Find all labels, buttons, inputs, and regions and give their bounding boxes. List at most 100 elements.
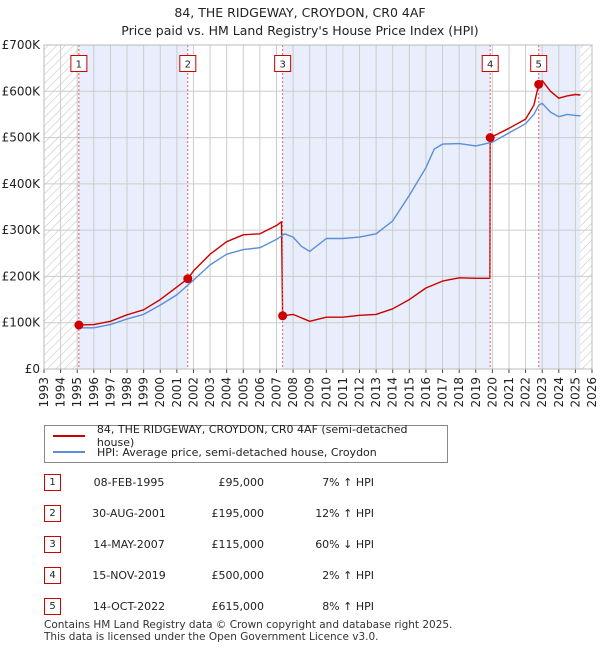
x-tick-label: 2002 xyxy=(186,377,200,408)
legend-item-hpi: HPI: Average price, semi-detached house,… xyxy=(53,444,377,460)
sale-label-number: 5 xyxy=(536,60,542,71)
x-tick-label: 1993 xyxy=(37,377,51,408)
sale-point xyxy=(183,274,193,284)
x-tick-label: 2019 xyxy=(469,377,483,408)
footer-attribution: Contains HM Land Registry data © Crown c… xyxy=(44,619,452,643)
x-tick-label: 2020 xyxy=(485,377,499,408)
legend: 84, THE RIDGEWAY, CROYDON, CR0 4AF (semi… xyxy=(44,423,448,463)
x-tick-label: 2023 xyxy=(535,377,549,408)
x-tick-label: 2010 xyxy=(319,377,333,408)
x-tick-label: 2006 xyxy=(253,377,267,408)
x-tick-label: 2016 xyxy=(419,377,433,408)
hatched-no-data-region xyxy=(580,45,592,369)
sale-number-badge: 4 xyxy=(44,567,61,584)
x-tick-label: 2018 xyxy=(452,377,466,408)
series-line-hpi xyxy=(77,102,581,329)
legend-blue-line xyxy=(53,451,85,453)
y-tick-label: £200K xyxy=(2,269,42,283)
sale-label-box xyxy=(481,55,499,73)
sale-point xyxy=(74,320,84,330)
x-tick-label: 2022 xyxy=(519,377,533,408)
chart-title: 84, THE RIDGEWAY, CROYDON, CR0 4AF xyxy=(174,5,425,20)
sale-label-number: 4 xyxy=(487,60,493,71)
sale-label-box xyxy=(70,55,88,73)
table-row: 4 15-NOV-2019 £500,000 2% ↑ HPI xyxy=(44,563,384,587)
x-tick-label: 2007 xyxy=(269,377,283,408)
sale-hpi-change: 12% ↑ HPI xyxy=(315,507,374,520)
sale-number-badge: 2 xyxy=(44,505,61,522)
x-tick-label: 1998 xyxy=(120,377,134,408)
y-tick-label: £300K xyxy=(2,223,42,237)
sale-price: £115,000 xyxy=(211,538,265,551)
plot-frame xyxy=(43,44,593,370)
legend-label-hpi: HPI: Average price, semi-detached house,… xyxy=(97,445,377,459)
sale-label-box xyxy=(530,55,548,73)
x-tick-label: 1994 xyxy=(54,377,68,408)
x-tick-label: 2005 xyxy=(236,377,250,408)
shaded-ownership-period xyxy=(282,45,491,369)
table-row: 3 14-MAY-2007 £115,000 60% ↓ HPI xyxy=(44,532,384,556)
legend-red-line xyxy=(53,435,85,437)
sale-price: £500,000 xyxy=(211,569,265,582)
sale-date: 30-AUG-2001 xyxy=(92,507,166,520)
x-tick-label: 2013 xyxy=(369,377,383,408)
y-tick-label: £700K xyxy=(2,38,42,52)
y-tick-label: £600K xyxy=(2,84,42,98)
table-row: 1 08-FEB-1995 £95,000 7% ↑ HPI xyxy=(44,470,384,494)
x-tick-label: 1999 xyxy=(137,377,151,408)
legend-label-property: 84, THE RIDGEWAY, CROYDON, CR0 4AF (semi… xyxy=(96,423,408,449)
x-tick-label: 2004 xyxy=(220,377,234,408)
sale-point xyxy=(534,79,544,89)
shaded-ownership-period xyxy=(538,45,581,369)
x-tick-label: 2011 xyxy=(336,377,350,408)
x-tick-label: 2017 xyxy=(436,377,450,408)
sale-point xyxy=(278,311,288,321)
x-tick-label: 2014 xyxy=(386,377,400,408)
sale-price: £195,000 xyxy=(211,507,265,520)
sale-date: 15-NOV-2019 xyxy=(92,569,166,582)
sale-date: 14-MAY-2007 xyxy=(93,538,165,551)
x-tick-label: 2009 xyxy=(303,377,317,408)
x-tick-label: 1996 xyxy=(87,377,101,408)
sale-hpi-change: 8% ↑ HPI xyxy=(322,600,374,613)
sale-label-number: 1 xyxy=(76,60,82,71)
series-line-property xyxy=(78,79,581,326)
x-tick-label: 2024 xyxy=(552,377,566,408)
x-tick-label: 1995 xyxy=(70,377,84,408)
sale-hpi-change: 60% ↓ HPI xyxy=(315,538,374,551)
table-row: 5 14-OCT-2022 £615,000 8% ↑ HPI xyxy=(44,594,384,618)
footer-copyright: Contains HM Land Registry data © Crown c… xyxy=(44,619,453,631)
y-tick-label: £100K xyxy=(2,316,42,330)
x-tick-label: 2001 xyxy=(170,377,184,408)
y-tick-label: £400K xyxy=(2,177,42,191)
footer-licence: This data is licensed under the Open Gov… xyxy=(44,631,379,643)
sale-number-badge: 1 xyxy=(44,474,61,491)
sale-hpi-change: 7% ↑ HPI xyxy=(322,476,374,489)
sale-label-box xyxy=(274,55,292,73)
sale-price: £95,000 xyxy=(218,476,265,489)
sale-date: 08-FEB-1995 xyxy=(93,476,165,489)
sale-price: £615,000 xyxy=(211,600,265,613)
sale-number-badge: 3 xyxy=(44,536,61,553)
sale-date: 14-OCT-2022 xyxy=(92,600,166,613)
y-tick-label: £0 xyxy=(25,362,40,376)
sale-label-number: 3 xyxy=(279,60,285,71)
x-tick-label: 2012 xyxy=(353,377,367,408)
sale-point xyxy=(485,133,495,143)
price-chart: 84, THE RIDGEWAY, CROYDON, CR0 4AF Price… xyxy=(2,5,599,408)
x-tick-label: 2003 xyxy=(203,377,217,408)
sale-number-badge: 5 xyxy=(44,598,61,615)
x-tick-label: 2008 xyxy=(286,377,300,408)
x-tick-label: 2025 xyxy=(568,377,582,408)
x-tick-label: 1997 xyxy=(103,377,117,408)
sale-hpi-change: 2% ↑ HPI xyxy=(322,569,374,582)
x-tick-label: 2000 xyxy=(153,377,167,408)
y-tick-label: £500K xyxy=(2,131,42,145)
legend-item-property: 84, THE RIDGEWAY, CROYDON, CR0 4AF (semi… xyxy=(53,423,447,449)
x-tick-label: 2015 xyxy=(402,377,416,408)
table-row: 2 30-AUG-2001 £195,000 12% ↑ HPI xyxy=(44,501,384,525)
shaded-ownership-period xyxy=(78,45,188,369)
hatched-no-data-region xyxy=(44,45,79,369)
x-tick-label: 2021 xyxy=(502,377,516,408)
sale-label-number: 2 xyxy=(185,60,191,71)
